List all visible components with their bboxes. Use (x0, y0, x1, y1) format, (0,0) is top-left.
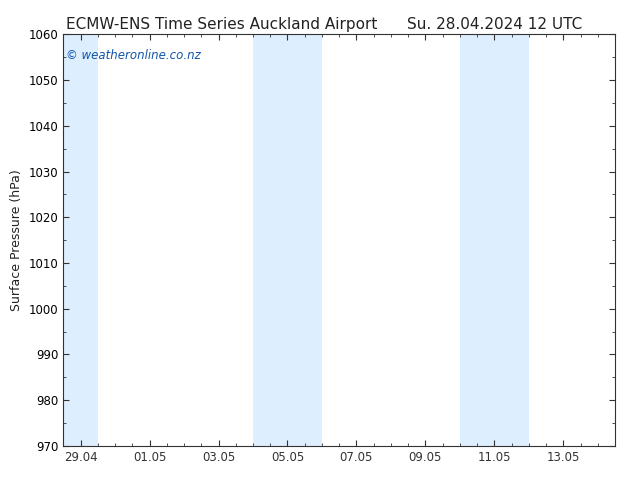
Bar (253, 34, 287, 446)
Text: ECMW-ENS Time Series Auckland Airport: ECMW-ENS Time Series Auckland Airport (66, 17, 378, 32)
Y-axis label: Surface Pressure (hPa): Surface Pressure (hPa) (10, 169, 23, 311)
Bar (495, 34, 529, 446)
Bar (287, 34, 322, 446)
Text: Su. 28.04.2024 12 UTC: Su. 28.04.2024 12 UTC (407, 17, 582, 32)
Text: © weatheronline.co.nz: © weatheronline.co.nz (66, 49, 201, 62)
Bar (460, 34, 495, 446)
Bar (63, 34, 98, 446)
